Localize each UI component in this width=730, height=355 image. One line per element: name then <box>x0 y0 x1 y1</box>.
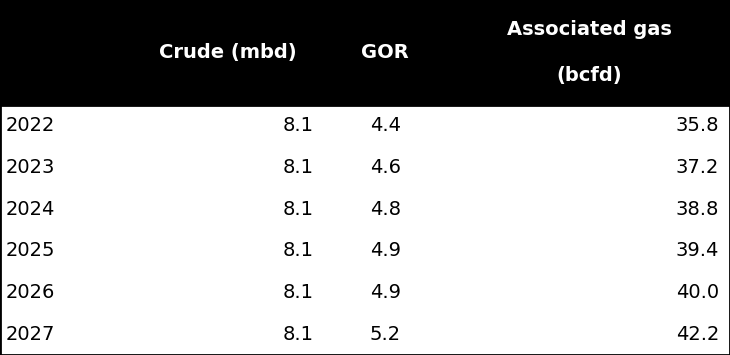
Text: 2022: 2022 <box>6 116 55 135</box>
Text: 2027: 2027 <box>6 324 55 344</box>
Text: 2024: 2024 <box>6 200 55 219</box>
Text: 2025: 2025 <box>6 241 55 260</box>
Text: 8.1: 8.1 <box>283 324 314 344</box>
Text: 4.8: 4.8 <box>369 200 401 219</box>
Text: 4.9: 4.9 <box>369 283 401 302</box>
Text: GOR: GOR <box>361 43 409 62</box>
Text: 42.2: 42.2 <box>676 324 719 344</box>
Text: 37.2: 37.2 <box>676 158 719 177</box>
Text: 8.1: 8.1 <box>283 116 314 135</box>
Text: 39.4: 39.4 <box>676 241 719 260</box>
Text: (bcfd): (bcfd) <box>557 66 622 85</box>
Text: 4.6: 4.6 <box>369 158 401 177</box>
Text: 4.4: 4.4 <box>369 116 401 135</box>
Text: 8.1: 8.1 <box>283 283 314 302</box>
Text: 2023: 2023 <box>6 158 55 177</box>
Text: 8.1: 8.1 <box>283 200 314 219</box>
Text: 38.8: 38.8 <box>676 200 719 219</box>
Text: 2026: 2026 <box>6 283 55 302</box>
Text: 8.1: 8.1 <box>283 241 314 260</box>
Bar <box>0 0 730 105</box>
Text: 40.0: 40.0 <box>676 283 719 302</box>
Text: Associated gas: Associated gas <box>507 20 672 39</box>
Text: Crude (mbd): Crude (mbd) <box>159 43 297 62</box>
Text: 5.2: 5.2 <box>369 324 401 344</box>
Text: 4.9: 4.9 <box>369 241 401 260</box>
Text: 35.8: 35.8 <box>675 116 719 135</box>
Text: 8.1: 8.1 <box>283 158 314 177</box>
